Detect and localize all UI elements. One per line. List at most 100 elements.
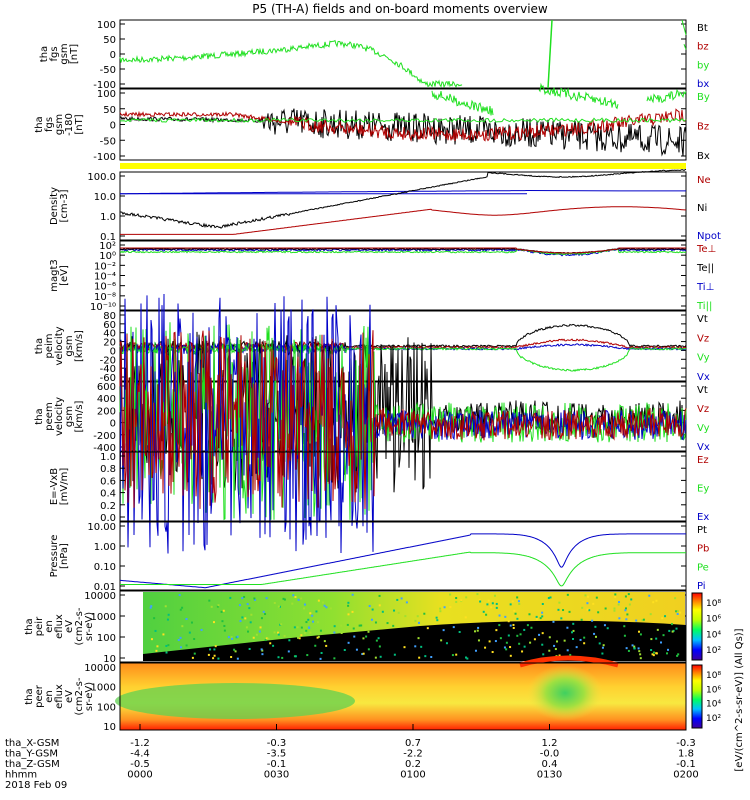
y-tick-label: 10⁻⁶ [94, 282, 116, 293]
heatmap-ion-cell [439, 607, 442, 610]
y-tick-label: 1000 [91, 683, 116, 694]
legend-entry: Ez [697, 455, 709, 466]
heatmap-ion-cell [248, 647, 251, 650]
heatmap-ion-cell [655, 637, 658, 640]
series-bz [119, 108, 687, 142]
heatmap-ion-cell [423, 612, 426, 615]
heatmap-ion-cell [314, 644, 317, 647]
heatmap-ion-cell [305, 629, 308, 632]
heatmap-ion-cell [315, 610, 318, 613]
y-axis-label: en [44, 690, 55, 703]
series-by-spike [547, 19, 553, 89]
x-tick-label: -0.3 [267, 738, 287, 749]
heatmap-ion-cell [548, 649, 551, 652]
heatmap-ion-cell [177, 638, 180, 641]
legend-entry: Vt [697, 385, 708, 396]
heatmap-ion-cell [553, 644, 556, 647]
heatmap-ion-cell [554, 648, 557, 651]
heatmap-ion-cell [222, 609, 225, 612]
heatmap-ion-cell [306, 654, 309, 657]
heatmap-ion-cell [264, 639, 267, 642]
heatmap-ion-cell [236, 635, 239, 638]
heatmap-ion-cell [154, 629, 157, 632]
heatmap-ion-cell [547, 597, 550, 600]
heatmap-ion-cell [241, 597, 244, 600]
heatmap-ion-cell [223, 629, 226, 632]
heatmap-ion-cell [583, 642, 586, 645]
heatmap-ion-cell [167, 613, 170, 616]
heatmap-ion-cell [676, 610, 679, 613]
heatmap-ion-cell [367, 630, 370, 633]
heatmap-ion-cell [677, 653, 680, 656]
page-title: P5 (TH-A) fields and on-board moments ov… [252, 2, 548, 16]
heatmap-ion-cell [191, 656, 194, 659]
y-tick-label: 10000 [84, 591, 116, 602]
heatmap-ion-cell [556, 640, 559, 643]
heatmap-ion-cell [637, 647, 640, 650]
heatmap-ion-cell [601, 652, 604, 655]
x-tick-label: 1.8 [678, 749, 694, 760]
heatmap-ion-cell [455, 653, 458, 656]
heatmap-ion-cell [307, 618, 310, 621]
heatmap-ion-cell [649, 613, 652, 616]
y-axis-label: [km/s] [74, 400, 85, 432]
heatmap-ion-cell [368, 605, 371, 608]
heatmap-ion-cell [308, 626, 311, 629]
heatmap-ion-cell [355, 648, 358, 651]
legend-entry: bx [697, 79, 709, 90]
y-axis-label: eV [64, 620, 75, 633]
heatmap-ion-cell [485, 613, 488, 616]
heatmap-ion-cell [347, 601, 350, 604]
heatmap-ion-cell [386, 622, 389, 625]
heatmap-ion-cell [523, 628, 526, 631]
heatmap-ion-cell [156, 645, 159, 648]
y-axis-label: gsm [64, 335, 75, 356]
y-axis-label: peir [34, 616, 45, 636]
heatmap-ion-cell [498, 614, 501, 617]
heatmap-ion-cell [514, 612, 517, 615]
heatmap-ion-cell [403, 646, 406, 649]
heatmap-ion-cell [178, 594, 181, 597]
y-axis-label: [nT] [74, 114, 85, 134]
y-tick-label: 10 [103, 722, 116, 733]
y-tick-label: 10² [99, 241, 116, 252]
heatmap-ion-cell [512, 623, 515, 626]
heatmap-ion-cell [495, 629, 498, 632]
heatmap-ion-cell [676, 612, 679, 615]
heatmap-ion-cell [280, 623, 283, 626]
heatmap-ion-cell [317, 635, 320, 638]
heatmap-ion-cell [309, 631, 312, 634]
heatmap-ion-cell [208, 599, 211, 602]
heatmap-ion-cell [305, 621, 308, 624]
heatmap-ion-cell [264, 613, 267, 616]
heatmap-electron-center [527, 665, 603, 721]
heatmap-ion-cell [317, 599, 320, 602]
y-tick-label: -100 [93, 152, 116, 163]
heatmap-ion-cell [361, 653, 364, 656]
heatmap-ion-cell [261, 653, 264, 656]
heatmap-ion-cell [604, 607, 607, 610]
heatmap-ion-cell [586, 602, 589, 605]
heatmap-ion-cell [603, 624, 606, 627]
heatmap-ion-cell [477, 639, 480, 642]
heatmap-ion-cell [293, 626, 296, 629]
heatmap-ion-cell [297, 636, 300, 639]
heatmap-ion-cell [265, 597, 268, 600]
heatmap-ion-cell [538, 633, 541, 636]
heatmap-ion-cell [269, 642, 272, 645]
heatmap-ion-cell [656, 628, 659, 631]
heatmap-ion-cell [358, 624, 361, 627]
legend-entry: by [697, 60, 709, 71]
heatmap-ion-cell [465, 596, 468, 599]
colorbar-label: [eV/(cm^2-s-sr-eV)] (All Qs)] [734, 628, 745, 771]
heatmap-ion-cell [162, 633, 165, 636]
heatmap-ion-cell [674, 597, 677, 600]
heatmap-ion-cell [445, 642, 448, 645]
heatmap-ion-cell [378, 594, 381, 597]
y-axis-label: tha [34, 116, 45, 132]
heatmap-ion-cell [650, 649, 653, 652]
heatmap-ion-cell [631, 644, 634, 647]
heatmap-ion-cell [509, 624, 512, 627]
heatmap-ion-cell [536, 617, 539, 620]
